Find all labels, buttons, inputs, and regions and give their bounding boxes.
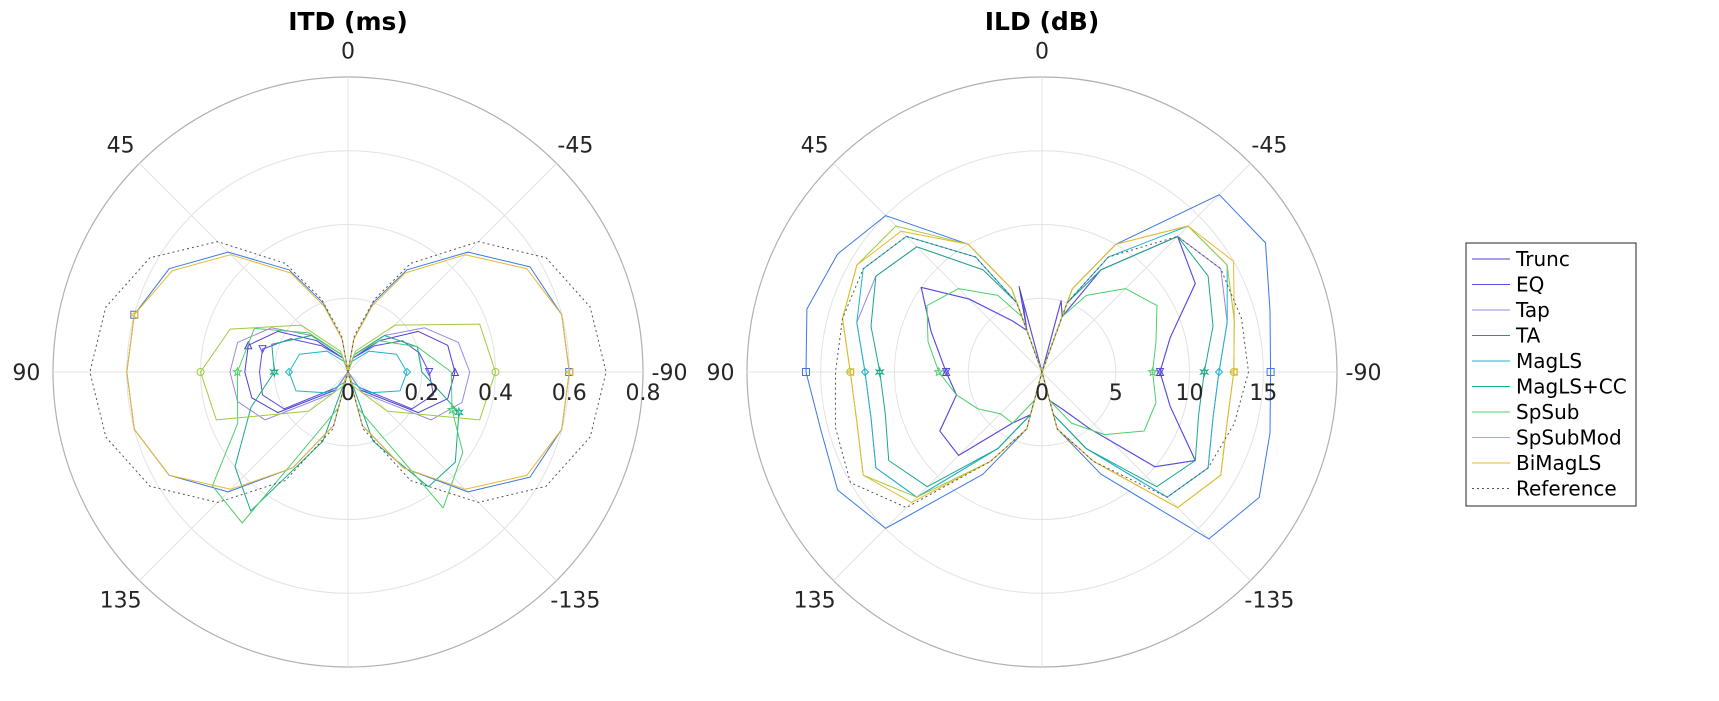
- legend-entry-label: MagLS: [1516, 349, 1582, 373]
- angle-tick-label: 90: [12, 361, 40, 386]
- series-marker: [491, 368, 500, 376]
- series-marker: [1229, 367, 1238, 377]
- legend-entry-label: BiMagLS: [1516, 451, 1601, 475]
- radial-tick-label: 0: [341, 381, 355, 406]
- series-line-trunc: [920, 235, 1196, 468]
- series-line-spsubmod: [842, 225, 1235, 509]
- grid-spoke: [1041, 163, 1251, 373]
- grid-spoke: [139, 371, 349, 581]
- radial-tick-label: 10: [1176, 381, 1204, 406]
- radial-tick-label: 0.4: [478, 381, 513, 406]
- legend-entry-label: Trunc: [1515, 247, 1570, 271]
- series-marker: [1147, 366, 1158, 377]
- series-group: [89, 241, 607, 524]
- series-marker: [1266, 368, 1275, 376]
- series-marker: [129, 310, 139, 320]
- series-marker: [564, 367, 574, 377]
- series-marker: [232, 366, 243, 377]
- series-marker: [424, 368, 434, 377]
- legend-box: [1465, 242, 1637, 507]
- grid-spoke: [833, 163, 1043, 373]
- itd-polar-plot: ITD (ms) 0 -45 -90 -135 135 90 45 0 0.2 0.4 0.6 0.8: [12, 7, 688, 668]
- angle-tick-label: 135: [794, 588, 836, 613]
- angle-tick-label: -45: [557, 134, 593, 159]
- series-marker: [933, 366, 945, 377]
- series-marker: [1214, 367, 1224, 377]
- legend-entry-label: SpSubMod: [1516, 426, 1622, 450]
- grid-spoke: [139, 163, 349, 373]
- angle-tick-label: 135: [100, 588, 142, 613]
- radial-tick-label: 0.8: [626, 381, 661, 406]
- grid-spoke: [1041, 371, 1251, 581]
- series-line-eq: [920, 235, 1196, 468]
- polar-grid: [746, 76, 1338, 668]
- series-marker: [243, 340, 253, 350]
- series-line-reference: [89, 241, 607, 503]
- legend-entry-label: Tap: [1515, 298, 1550, 322]
- series-marker: [450, 367, 460, 376]
- chart-title: ILD (dB): [985, 7, 1100, 36]
- series-marker: [874, 366, 885, 378]
- angle-tick-label: 90: [707, 361, 735, 386]
- legend-entry-label: Reference: [1516, 477, 1617, 501]
- series-marker: [845, 367, 855, 377]
- radial-tick-label: 15: [1249, 381, 1277, 406]
- series-marker: [1155, 368, 1165, 377]
- series-marker: [802, 368, 810, 376]
- legend-entry-label: MagLS+CC: [1516, 375, 1627, 399]
- grid-spoke: [833, 371, 1043, 581]
- polar-grid: [52, 76, 644, 668]
- series-marker: [196, 368, 205, 376]
- grid-spoke: [347, 371, 557, 581]
- ild-polar-plot: ILD (dB) 0 -45 -90 -135 135 90 45 0 5 10 15: [707, 7, 1382, 668]
- radial-tick-label: 0: [1035, 381, 1049, 406]
- radial-tick-label: 0.2: [404, 381, 439, 406]
- angle-tick-label: 45: [107, 134, 135, 159]
- radial-tick-label: 0.6: [552, 381, 587, 406]
- angle-tick-label: 45: [801, 134, 829, 159]
- angle-tick-label: -90: [1346, 361, 1382, 386]
- grid-spoke: [347, 163, 557, 373]
- series-line-bimagls: [842, 225, 1235, 509]
- legend-entry-label: SpSub: [1516, 400, 1579, 424]
- series-marker: [402, 367, 412, 377]
- legend: TruncEQTapTAMagLSMagLS+CCSpSubSpSubModBi…: [1465, 242, 1637, 507]
- angle-tick-label: -135: [550, 588, 600, 613]
- angle-tick-label: 0: [1035, 39, 1049, 64]
- radial-tick-label: 5: [1109, 381, 1123, 406]
- angle-tick-label: 0: [341, 39, 355, 64]
- series-marker: [941, 368, 951, 377]
- angle-tick-label: -90: [652, 361, 688, 386]
- series-marker: [453, 406, 464, 419]
- angle-tick-label: -135: [1244, 588, 1294, 613]
- series-group: [802, 194, 1275, 540]
- series-marker: [860, 367, 870, 377]
- series-line-reference: [834, 235, 1249, 509]
- series-marker: [284, 367, 294, 377]
- legend-entry-label: EQ: [1516, 273, 1544, 297]
- series-line-magls-cc: [234, 335, 460, 512]
- series-marker: [269, 366, 280, 378]
- series-marker: [258, 345, 267, 354]
- chart-title: ITD (ms): [288, 7, 408, 36]
- series-marker: [446, 404, 458, 415]
- legend-entry-label: TA: [1515, 324, 1541, 348]
- angle-tick-label: -45: [1251, 134, 1287, 159]
- series-marker: [1199, 366, 1210, 378]
